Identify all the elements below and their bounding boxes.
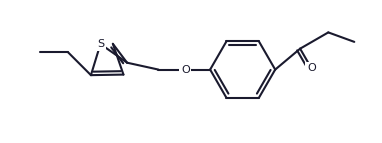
Text: O: O	[307, 63, 316, 73]
Text: O: O	[181, 65, 189, 75]
Text: S: S	[97, 39, 104, 49]
